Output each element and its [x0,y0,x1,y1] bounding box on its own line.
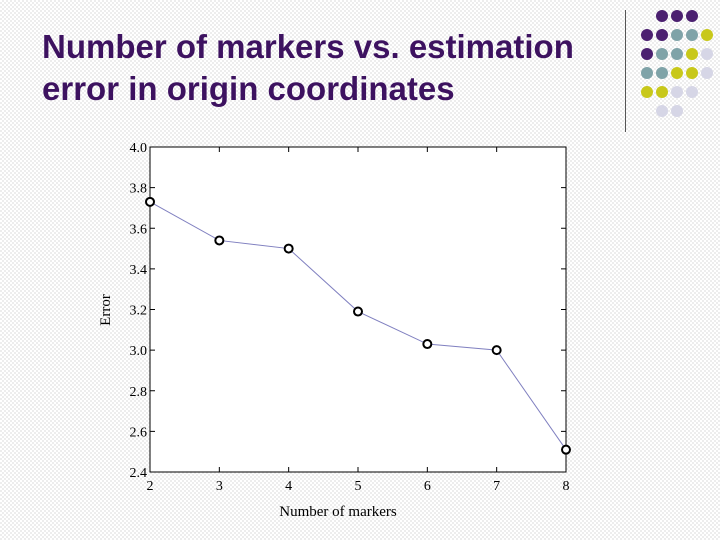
decorative-dot [671,48,683,60]
y-tick-label: 3.4 [130,263,148,278]
y-ticks: 2.4 2.6 2.8 3.0 3.2 3.4 3.6 3.8 4.0 [130,141,566,481]
slide-title: Number of markers vs. estimation error i… [42,26,622,110]
decorative-dot [686,86,698,98]
y-tick-label: 2.6 [130,425,148,440]
y-tick-label: 4.0 [130,141,148,156]
decorative-dot [686,10,698,22]
x-tick-label: 3 [216,479,223,494]
decorative-dot [656,29,668,41]
decorative-dot [641,29,653,41]
x-tick-label: 2 [147,479,154,494]
y-tick-label: 3.0 [130,344,148,359]
decorative-dot [686,48,698,60]
x-tick-label: 6 [424,479,431,494]
title-divider [625,10,626,132]
decorative-dot [656,48,668,60]
x-tick-label: 8 [563,479,570,494]
decorative-dot [641,48,653,60]
decorative-dot [701,29,713,41]
y-tick-label: 2.8 [130,385,148,400]
decorative-dot [671,67,683,79]
decorative-dot [671,29,683,41]
decorative-dot [686,67,698,79]
decorative-dot [641,86,653,98]
decorative-dot-grid [641,10,713,117]
y-tick-label: 3.2 [130,304,148,319]
slide-title-line-1: Number of markers vs. estimation [42,28,574,65]
decorative-dot [641,67,653,79]
y-tick-label: 3.8 [130,182,148,197]
data-point [353,306,363,317]
decorative-dot [656,105,668,117]
x-tick-label: 7 [493,479,500,494]
decorative-dot [656,67,668,79]
decorative-dot [671,10,683,22]
y-tick-label: 2.4 [130,466,148,481]
decorative-dot [671,105,683,117]
data-point [283,243,294,254]
data-point [491,345,502,356]
decorative-dot [686,29,698,41]
x-tick-label: 5 [355,479,362,494]
data-point [214,235,225,246]
x-ticks: 2 3 4 5 6 7 8 [147,147,570,494]
decorative-dot [701,67,713,79]
decorative-dot [656,10,668,22]
series-markers [145,196,571,455]
data-point [561,444,571,455]
decorative-dot [671,86,683,98]
decorative-dot [656,86,668,98]
data-point [145,196,155,207]
x-tick-label: 4 [285,479,292,494]
x-axis-label: Number of markers [279,504,397,520]
y-axis-label: Error [98,294,114,326]
data-point [422,339,433,350]
y-tick-label: 3.6 [130,222,148,237]
decorative-dot [701,48,713,60]
slide-title-line-2: error in origin coordinates [42,70,455,107]
